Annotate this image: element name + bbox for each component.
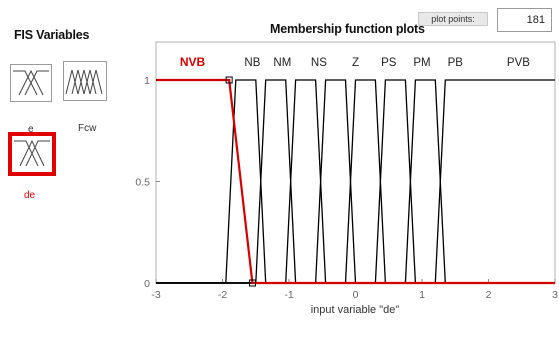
x-axis-label: input variable "de" bbox=[311, 304, 400, 316]
mf-handle[interactable] bbox=[225, 76, 233, 84]
mf-thumbnail-icon bbox=[13, 69, 49, 96]
y-tick-label: 1 bbox=[144, 75, 150, 87]
x-tick-label: 1 bbox=[419, 289, 425, 301]
y-tick-label: 0.5 bbox=[135, 177, 150, 189]
mf-label-nvb[interactable]: NVB bbox=[180, 55, 206, 69]
x-tick-label: 2 bbox=[486, 289, 492, 301]
mf-label-pb[interactable]: PB bbox=[448, 57, 464, 69]
mf-label-pvb[interactable]: PVB bbox=[507, 57, 530, 69]
input-variable-e[interactable] bbox=[10, 64, 52, 102]
mf-label-pm[interactable]: PM bbox=[413, 57, 430, 69]
mf-label-nm[interactable]: NM bbox=[273, 57, 291, 69]
fis-variables-title: FIS Variables bbox=[14, 28, 90, 42]
plot-points-input[interactable] bbox=[497, 8, 552, 32]
mf-thumbnail-icon bbox=[65, 69, 103, 95]
mf-curve-nvb[interactable] bbox=[156, 78, 555, 285]
x-tick-label: -1 bbox=[284, 289, 293, 301]
x-tick-label: -2 bbox=[218, 289, 227, 301]
mf-label-ns[interactable]: NS bbox=[311, 57, 327, 69]
x-tick-label: -3 bbox=[151, 289, 160, 301]
membership-plot-title: Membership function plots bbox=[270, 22, 425, 36]
mf-label-nb[interactable]: NB bbox=[244, 57, 260, 69]
mf-label-z[interactable]: Z bbox=[352, 57, 359, 69]
mf-handle[interactable] bbox=[248, 279, 256, 287]
plot-points-label: plot points: bbox=[418, 12, 488, 26]
x-tick-label: 0 bbox=[353, 289, 359, 301]
input-variable-de[interactable] bbox=[8, 132, 56, 176]
mf-thumbnail-icon bbox=[14, 139, 50, 167]
input-variable-e-label: e bbox=[28, 124, 34, 135]
output-variable-fcw[interactable] bbox=[63, 61, 107, 101]
x-tick-label: 3 bbox=[552, 289, 558, 301]
plot-area bbox=[155, 41, 556, 284]
input-variable-de-label: de bbox=[24, 190, 36, 201]
y-tick-label: 0 bbox=[144, 278, 150, 290]
output-variable-fcw-label: Fcw bbox=[78, 123, 97, 134]
mf-label-ps[interactable]: PS bbox=[381, 57, 397, 69]
